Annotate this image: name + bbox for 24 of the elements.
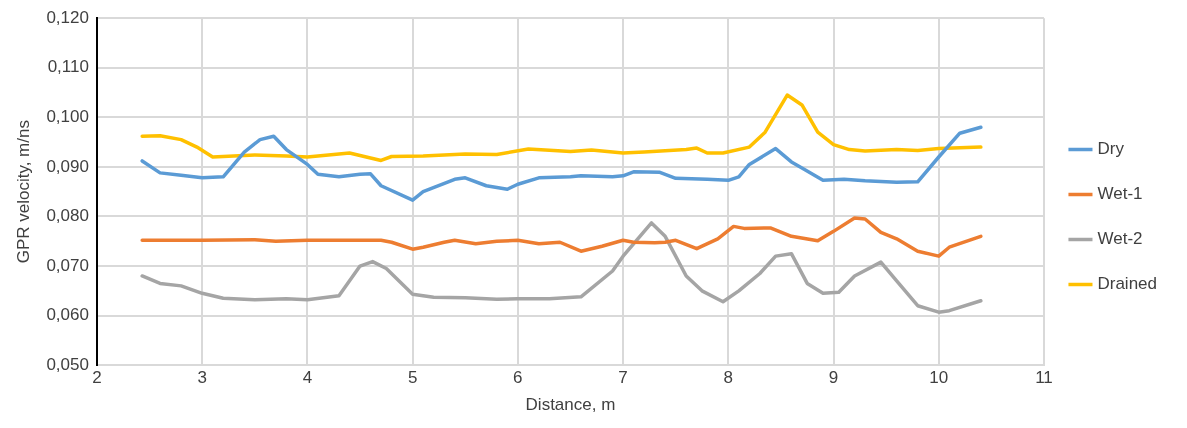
y-tick-label: 0,110 bbox=[47, 57, 89, 77]
legend-label: Drained bbox=[1097, 274, 1158, 294]
y-tick-label: 0,100 bbox=[46, 107, 89, 127]
x-tick-label: 4 bbox=[302, 368, 313, 388]
y-tick-label: 0,120 bbox=[46, 7, 89, 27]
x-tick-label: 3 bbox=[197, 368, 207, 388]
x-axis-title: Distance, m bbox=[525, 395, 616, 415]
x-tick-label: 11 bbox=[1035, 368, 1053, 388]
y-axis-title: GPR velocity, m/ns bbox=[13, 120, 33, 264]
x-tick-label: 2 bbox=[92, 368, 102, 388]
legend-label: Wet-1 bbox=[1097, 184, 1143, 204]
x-tick-label: 10 bbox=[929, 368, 949, 388]
x-tick-label: 5 bbox=[407, 368, 418, 388]
y-tick-label: 0,050 bbox=[46, 354, 89, 374]
x-tick-label: 9 bbox=[828, 368, 839, 388]
x-tick-label: 8 bbox=[723, 368, 734, 388]
y-tick-label: 0,070 bbox=[46, 255, 89, 275]
y-tick-label: 0,060 bbox=[46, 305, 89, 325]
x-tick-label: 7 bbox=[618, 368, 628, 388]
legend-label: Wet-2 bbox=[1097, 229, 1143, 249]
x-tick-label: 6 bbox=[513, 368, 523, 388]
y-tick-label: 0,090 bbox=[46, 156, 89, 176]
y-tick-label: 0,080 bbox=[46, 206, 89, 226]
legend-label: Dry bbox=[1097, 139, 1125, 159]
